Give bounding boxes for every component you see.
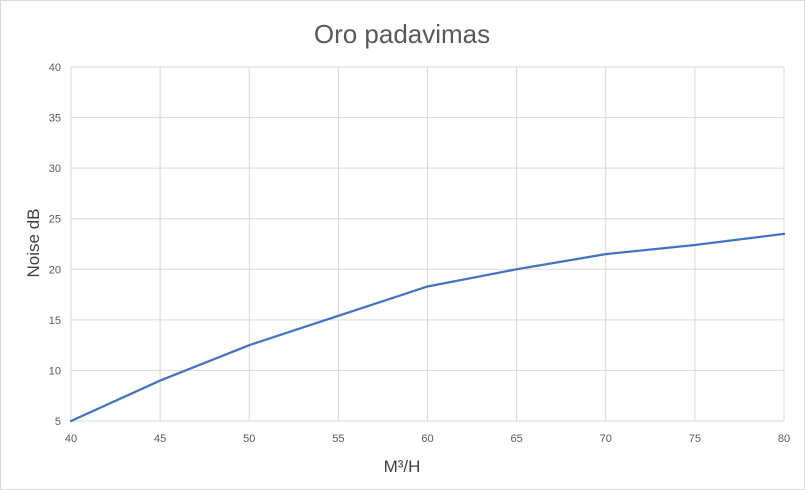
y-tick-label: 20	[49, 264, 61, 276]
x-tick-label: 40	[65, 433, 77, 445]
y-tick-label: 35	[49, 113, 61, 125]
y-tick-label: 10	[49, 365, 61, 377]
y-tick-label: 40	[49, 62, 61, 74]
x-tick-label: 50	[243, 433, 255, 445]
chart-title: Oro padavimas	[314, 19, 490, 49]
x-tick-label: 55	[332, 433, 344, 445]
x-tick-label: 45	[154, 433, 166, 445]
gridlines	[70, 66, 785, 422]
y-axis-ticks: 5 10 15 20 25 30 35 40	[49, 62, 61, 428]
x-tick-label: 80	[778, 433, 790, 445]
series-line	[69, 232, 786, 423]
y-axis-label: Noise dB	[24, 209, 43, 278]
y-tick-label: 15	[49, 315, 61, 327]
x-tick-label: 60	[421, 433, 433, 445]
y-tick-label: 25	[49, 214, 61, 226]
series-layer	[69, 232, 786, 423]
y-tick-label: 5	[55, 416, 61, 428]
x-tick-label: 70	[600, 433, 612, 445]
y-tick-label: 30	[49, 163, 61, 175]
x-axis-label: M³/H	[384, 457, 421, 476]
x-tick-label: 65	[511, 433, 523, 445]
x-tick-label: 75	[689, 433, 701, 445]
x-axis-ticks: 40 45 50 55 60 65 70 75 80	[65, 433, 790, 445]
